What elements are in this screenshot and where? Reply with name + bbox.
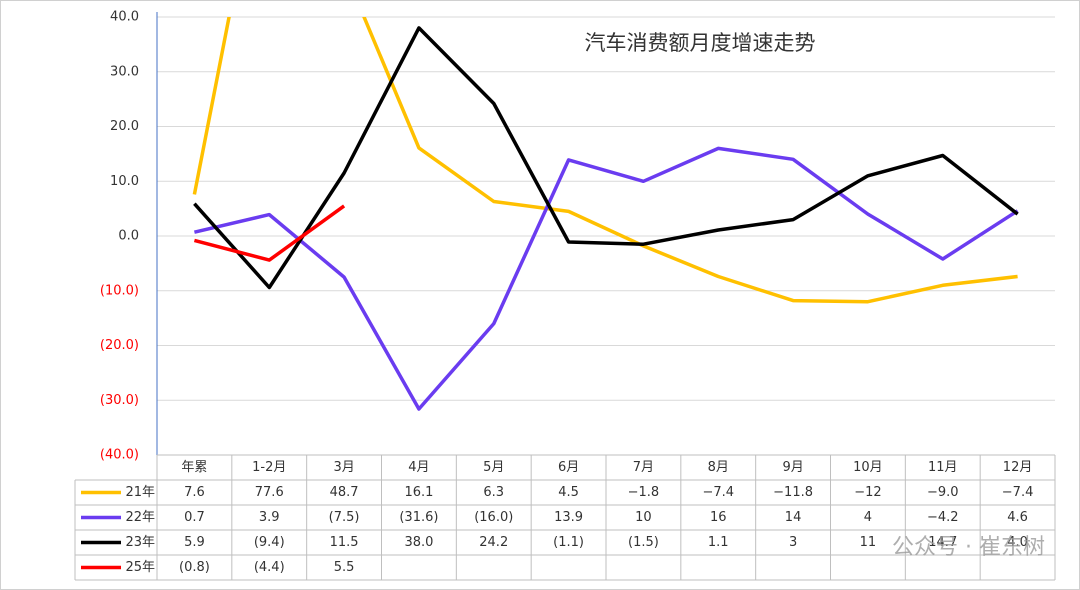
table-cell: 5.5: [334, 560, 355, 575]
table-cell: 6.3: [483, 485, 504, 500]
legend-label: 21年: [125, 485, 155, 500]
y-tick-label: (20.0): [100, 338, 139, 353]
x-tick-label: 10月: [853, 460, 883, 475]
y-tick-label: (40.0): [100, 448, 139, 463]
table-cell: 4.0: [1007, 535, 1028, 550]
table-cell: 10: [635, 510, 652, 525]
chart-title: 汽车消费额月度增速走势: [585, 31, 816, 55]
x-tick-label: 1-2月: [252, 460, 286, 475]
table-cell: (16.0): [474, 510, 513, 525]
y-tick-label: 40.0: [110, 10, 139, 25]
table-cell: 48.7: [330, 485, 359, 500]
table-cell: 38.0: [404, 535, 433, 550]
table-cell: −9.0: [927, 485, 959, 500]
table-cell: −7.4: [702, 485, 734, 500]
x-tick-label: 11月: [928, 460, 958, 475]
y-tick-label: (30.0): [100, 393, 139, 408]
table-cell: (1.5): [628, 535, 659, 550]
table-cell: 4: [864, 510, 872, 525]
table-cell: 3.9: [259, 510, 280, 525]
y-tick-label: 30.0: [110, 64, 139, 79]
table-cell: 11.5: [330, 535, 359, 550]
y-tick-label: 0.0: [118, 229, 139, 244]
table-cell: (9.4): [254, 535, 285, 550]
table-cell: −11.8: [773, 485, 813, 500]
line-series: [193, 204, 346, 262]
table-cell: 0.7: [184, 510, 205, 525]
table-cell: 4.5: [558, 485, 579, 500]
y-tick-label: (10.0): [100, 283, 139, 298]
table-cell: 4.6: [1007, 510, 1028, 525]
watermark: 公众号 · 崔东树: [892, 535, 1045, 560]
table-cell: 24.2: [479, 535, 508, 550]
table-cell: 3: [789, 535, 797, 550]
table-cell: (0.8): [179, 560, 210, 575]
table-cell: −7.4: [1002, 485, 1034, 500]
x-tick-label: 8月: [708, 460, 729, 475]
x-tick-label: 7月: [633, 460, 654, 475]
table-cell: 14.7: [928, 535, 957, 550]
line-series: [193, 146, 1019, 411]
legend-label: 23年: [125, 535, 155, 550]
table-cell: (4.4): [254, 560, 285, 575]
table-cell: (7.5): [329, 510, 360, 525]
table-cell: 11: [860, 535, 877, 550]
x-tick-label: 年累: [181, 460, 207, 475]
legend-label: 25年: [125, 560, 155, 575]
table-cell: 16.1: [404, 485, 433, 500]
table-cell: 7.6: [184, 485, 205, 500]
table-cell: 77.6: [255, 485, 284, 500]
table-cell: −1.8: [628, 485, 660, 500]
line-series: [193, 26, 1019, 290]
table-cell: (31.6): [399, 510, 438, 525]
x-tick-label: 4月: [408, 460, 429, 475]
x-tick-label: 9月: [782, 460, 803, 475]
table-cell: −12: [854, 485, 881, 500]
table-cell: 5.9: [184, 535, 205, 550]
table-cell: 14: [785, 510, 802, 525]
y-tick-label: 20.0: [110, 119, 139, 134]
table-cell: 13.9: [554, 510, 583, 525]
table-cell: 16: [710, 510, 727, 525]
x-tick-label: 6月: [558, 460, 579, 475]
line-series: [192, 17, 1018, 304]
plot: [192, 17, 1019, 411]
table-cell: (1.1): [553, 535, 584, 550]
legend-label: 22年: [125, 510, 155, 525]
y-tick-label: 10.0: [110, 174, 139, 189]
table-cell: 1.1: [708, 535, 729, 550]
table-cell: −4.2: [927, 510, 959, 525]
x-tick-label: 5月: [483, 460, 504, 475]
x-tick-label: 3月: [333, 460, 354, 475]
x-tick-label: 12月: [1003, 460, 1033, 475]
